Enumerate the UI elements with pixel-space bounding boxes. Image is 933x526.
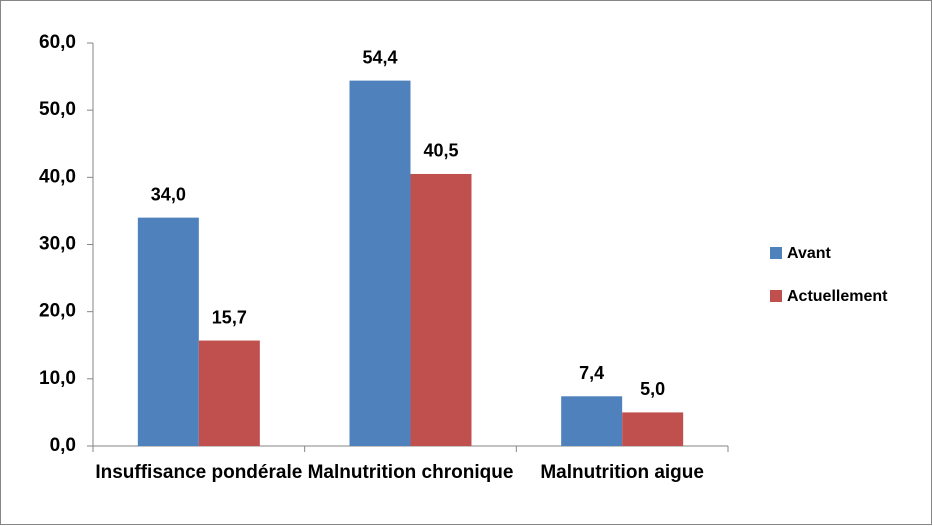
data-label: 5,0: [640, 379, 665, 399]
y-tick-label: 10,0: [39, 368, 76, 389]
bar: [137, 217, 199, 446]
bar: [198, 340, 260, 446]
y-tick-label: 30,0: [39, 234, 76, 255]
data-label: 40,5: [423, 141, 458, 161]
x-tick-label: Malnutrition aigue: [540, 462, 704, 483]
bar: [561, 396, 623, 446]
legend-swatch: [770, 247, 782, 259]
y-tick-label: 60,0: [39, 32, 76, 53]
bar: [622, 412, 684, 446]
y-tick-label: 50,0: [39, 99, 76, 120]
y-tick-label: 40,0: [39, 166, 76, 187]
legend-label: Actuellement: [787, 288, 888, 305]
legend-label: Avant: [787, 245, 832, 262]
x-tick-label: Malnutrition chronique: [307, 462, 514, 483]
data-label: 34,0: [151, 184, 186, 204]
y-tick-label: 20,0: [39, 301, 76, 322]
data-label: 7,4: [579, 363, 604, 383]
data-label: 15,7: [212, 307, 247, 327]
y-tick-label: 0,0: [50, 435, 76, 456]
bar: [349, 80, 411, 446]
bar: [410, 173, 472, 446]
data-label: 54,4: [362, 47, 397, 67]
legend-swatch: [770, 290, 782, 302]
x-tick-label: Insuffisance pondérale: [95, 462, 303, 483]
